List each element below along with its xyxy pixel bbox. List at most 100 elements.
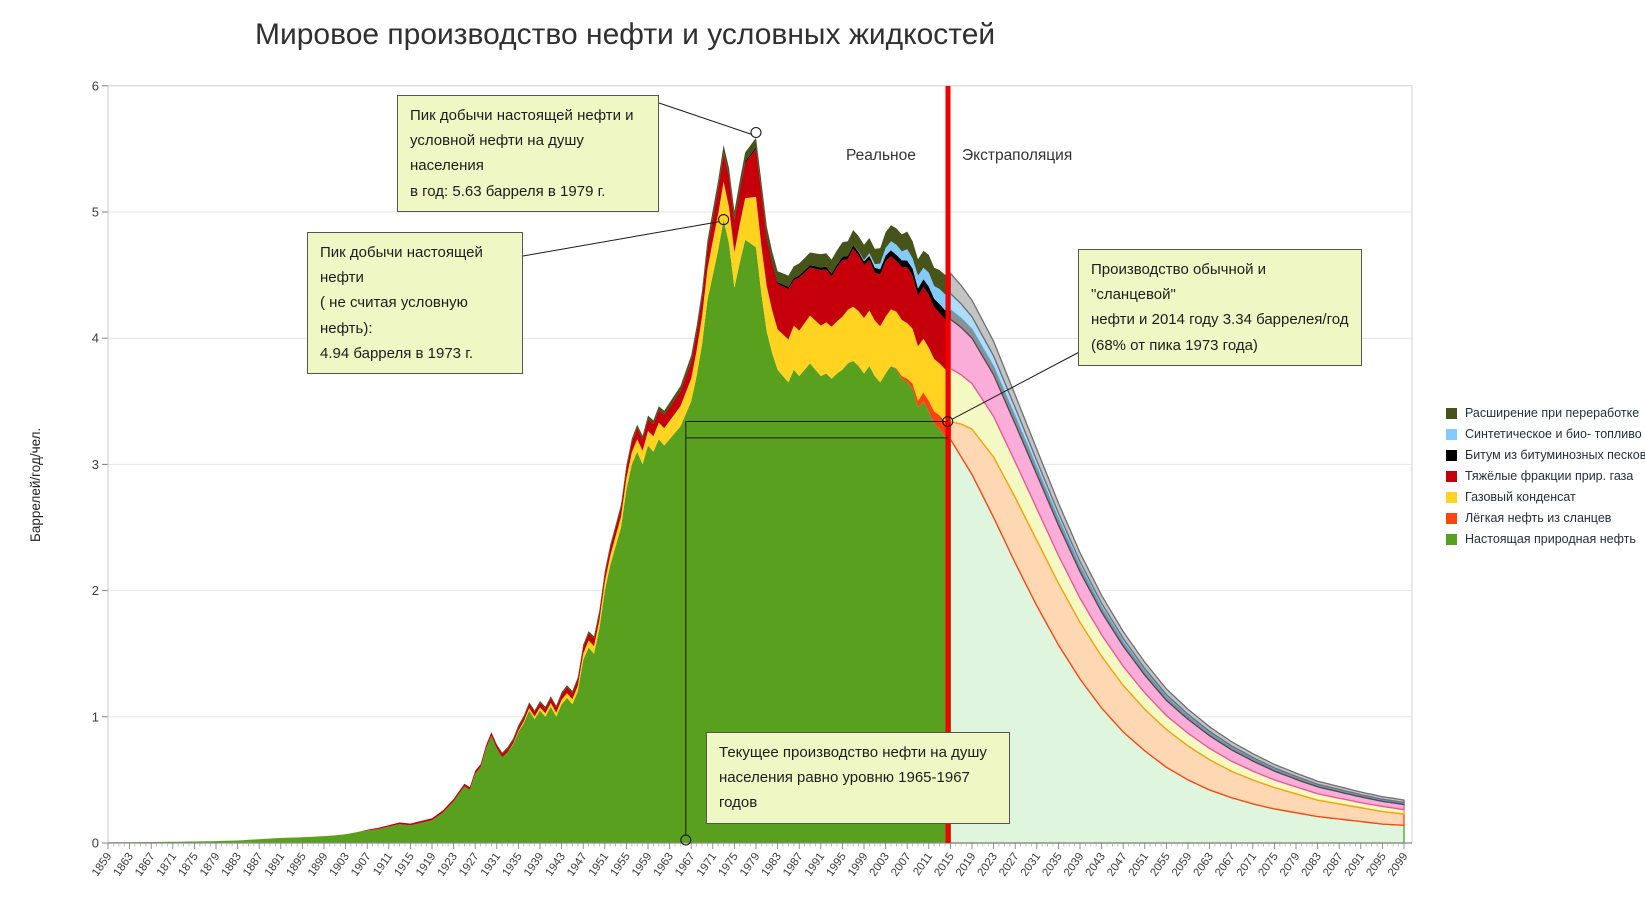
x-tick-label: 2003 <box>868 851 893 879</box>
x-tick-label: 2035 <box>1040 851 1065 879</box>
legend-swatch-icon <box>1446 533 1457 545</box>
x-tick-label: 2027 <box>997 851 1022 879</box>
region-label-real: Реальное <box>846 147 916 164</box>
legend-item: Лёгкая нефть из сланцев <box>1446 511 1645 525</box>
x-tick-label: 2043 <box>1084 851 1109 879</box>
annotation-peak-all-liquids: Пик добычи настоящей нефти и условной не… <box>397 95 659 212</box>
x-tick-label: 1903 <box>328 851 353 879</box>
y-tick-label: 4 <box>92 331 99 346</box>
legend-item-label: Битум из битуминозных песков <box>1465 448 1645 462</box>
x-tick-label: 1975 <box>716 851 741 879</box>
x-tick-label: 2059 <box>1170 851 1195 879</box>
x-tick-label: 2067 <box>1213 851 1238 879</box>
x-tick-label: 2055 <box>1148 851 1173 879</box>
callout-line <box>951 348 1086 420</box>
x-tick-label: 2079 <box>1278 851 1303 879</box>
x-tick-label: 2031 <box>1019 851 1044 879</box>
legend-item-label: Синтетическое и био- топливо <box>1465 427 1642 441</box>
marker-circle <box>718 214 730 226</box>
y-tick-label: 2 <box>92 583 99 598</box>
x-tick-label: 1911 <box>371 851 395 878</box>
x-tick-label: 1991 <box>803 851 828 879</box>
annotation-production-2014: Производство обычной и "сланцевой" нефти… <box>1078 249 1362 366</box>
x-tick-label: 2091 <box>1343 851 1368 879</box>
x-tick-label: 1947 <box>565 851 590 879</box>
series-band <box>108 148 951 843</box>
x-tick-label: 1859 <box>90 851 115 879</box>
x-tick-label: 1967 <box>673 851 698 879</box>
legend-item: Битум из битуминозных песков <box>1446 448 1645 462</box>
legend-item-label: Газовый конденсат <box>1465 490 1576 504</box>
y-tick-label: 6 <box>92 78 99 93</box>
x-tick-label: 1955 <box>608 851 633 879</box>
series-band <box>108 181 951 843</box>
legend-item: Расширение при переработке <box>1446 406 1645 420</box>
x-tick-label: 1871 <box>155 851 180 879</box>
x-tick-label: 1935 <box>500 851 525 879</box>
x-tick-label: 1919 <box>414 851 439 879</box>
chart-legend: Расширение при переработке Синтетическое … <box>1446 406 1645 553</box>
x-tick-label: 2083 <box>1300 851 1325 879</box>
series-band <box>108 219 951 844</box>
x-tick-label: 1995 <box>824 851 849 879</box>
legend-item-label: Настоящая природная нефть <box>1465 532 1636 546</box>
x-tick-label: 1915 <box>392 851 417 879</box>
x-tick-label: 1927 <box>457 851 482 879</box>
x-tick-label: 1863 <box>112 851 137 879</box>
x-tick-label: 2063 <box>1192 851 1217 879</box>
x-tick-label: 1875 <box>176 851 201 879</box>
x-tick-label: 1891 <box>263 851 288 879</box>
x-tick-label: 1923 <box>436 851 461 879</box>
x-tick-label: 1979 <box>738 851 763 879</box>
x-tick-label: 2051 <box>1127 851 1152 879</box>
y-tick-label: 0 <box>92 836 99 851</box>
x-tick-label: 2019 <box>954 851 979 879</box>
y-tick-label: 3 <box>92 457 99 472</box>
region-label-extrapolation: Экстраполяция <box>962 147 1073 164</box>
x-tick-label: 1939 <box>522 851 547 879</box>
x-tick-label: 1899 <box>306 851 331 879</box>
legend-item: Газовый конденсат <box>1446 490 1645 504</box>
x-tick-label: 1999 <box>846 851 871 879</box>
x-tick-label: 2039 <box>1062 851 1087 879</box>
x-tick-label: 1887 <box>241 851 266 879</box>
x-tick-label: 1879 <box>198 851 223 879</box>
y-tick-label: 1 <box>92 709 99 724</box>
marker-circle <box>750 126 762 139</box>
x-tick-label: 1907 <box>349 851 374 879</box>
y-tick-label: 5 <box>92 205 99 220</box>
x-tick-label: 2075 <box>1256 851 1281 879</box>
x-tick-label: 1951 <box>587 851 612 879</box>
x-tick-label: 2011 <box>911 851 935 878</box>
legend-swatch-icon <box>1446 428 1457 440</box>
x-tick-label: 1943 <box>544 851 569 879</box>
legend-item: Тяжёлые фракции прир. газа <box>1446 469 1645 483</box>
x-tick-label: 2047 <box>1105 851 1130 879</box>
x-tick-label: 1983 <box>760 851 785 879</box>
legend-item-label: Тяжёлые фракции прир. газа <box>1465 469 1634 483</box>
legend-swatch-icon <box>1446 449 1457 461</box>
legend-item: Настоящая природная нефть <box>1446 532 1645 546</box>
y-axis-title: Баррелей/год/чел. <box>28 427 43 542</box>
x-tick-label: 1867 <box>133 851 158 879</box>
x-tick-label: 2015 <box>932 851 957 879</box>
x-tick-label: 2007 <box>889 851 914 879</box>
callout-line <box>522 221 720 257</box>
legend-item-label: Лёгкая нефть из сланцев <box>1465 511 1612 525</box>
x-tick-label: 2087 <box>1321 851 1346 879</box>
x-tick-label: 2095 <box>1364 851 1389 879</box>
page-title: Мировое производство нефти и условных жи… <box>255 18 996 51</box>
legend-swatch-icon <box>1446 512 1457 524</box>
x-tick-label: 2099 <box>1386 851 1411 879</box>
legend-item: Синтетическое и био- топливо <box>1446 427 1645 441</box>
x-tick-label: 2023 <box>976 851 1001 879</box>
legend-swatch-icon <box>1446 470 1457 482</box>
x-tick-label: 1959 <box>630 851 655 879</box>
annotation-peak-conventional: Пик добычи настоящей нефти ( не считая у… <box>307 232 523 374</box>
x-tick-label: 1987 <box>781 851 806 879</box>
x-tick-label: 1895 <box>284 851 309 879</box>
legend-swatch-icon <box>1446 491 1457 503</box>
legend-swatch-icon <box>1446 407 1457 419</box>
